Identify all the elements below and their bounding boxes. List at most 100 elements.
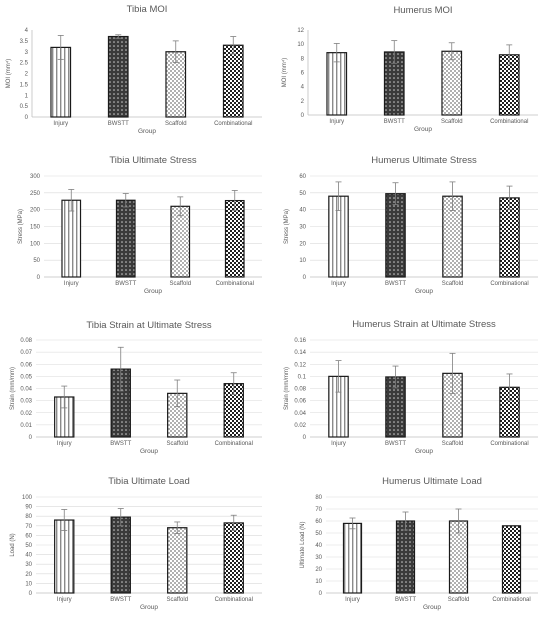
y-tick-label: 70	[25, 524, 32, 530]
chart-title: Tibia Ultimate Load	[108, 476, 190, 487]
y-tick-label: 10	[297, 42, 304, 48]
bar-scaffold	[170, 205, 191, 278]
y-tick-label: 70	[315, 507, 322, 513]
chart-title: Tibia MOI	[127, 4, 168, 15]
error-bar	[449, 181, 456, 211]
y-tick-label: 6	[301, 71, 305, 77]
x-tick-label: BWSTT	[115, 281, 136, 287]
y-tick-label: 100	[22, 495, 33, 501]
error-bar	[61, 509, 68, 531]
x-tick-label: Combinational	[216, 281, 254, 287]
y-tick-label: 50	[25, 543, 32, 549]
error-bar	[230, 372, 237, 395]
y-tick-label: 30	[25, 562, 32, 568]
error-bar	[174, 379, 181, 408]
x-tick-label: Combinational	[490, 441, 528, 447]
error-bar	[349, 517, 356, 530]
y-tick-label: 2.5	[20, 61, 29, 67]
x-tick-label: Combinational	[215, 441, 253, 447]
x-axis-label: Group	[415, 448, 433, 455]
y-tick-label: 20	[25, 572, 32, 578]
y-tick-label: 0.02	[294, 423, 306, 429]
x-tick-label: BWSTT	[385, 441, 406, 447]
y-tick-label: 50	[299, 191, 306, 197]
chart-title: Humerus Ultimate Stress	[371, 155, 477, 166]
x-tick-label: Injury	[329, 119, 344, 125]
x-tick-label: Combinational	[214, 121, 252, 127]
chart-title: Tibia Ultimate Stress	[109, 155, 197, 166]
y-tick-label: 0	[303, 275, 307, 281]
x-tick-label: BWSTT	[110, 441, 131, 447]
y-tick-label: 150	[30, 225, 41, 231]
error-bar	[177, 196, 184, 217]
x-axis-label: Group	[140, 604, 158, 611]
y-tick-label: 2	[25, 72, 29, 78]
y-axis-label: MOI (mm⁴)	[281, 58, 288, 88]
y-tick-label: 0.04	[294, 411, 306, 417]
bar-bwstt	[107, 35, 129, 118]
y-tick-label: 90	[25, 505, 32, 511]
error-bar	[506, 185, 513, 211]
y-tick-label: 0.06	[294, 399, 306, 405]
chart-panel-6: Humerus Strain at Ultimate Stress 0 0.02 0.…	[284, 319, 538, 455]
error-bar	[230, 514, 237, 531]
y-tick-label: 20	[299, 241, 306, 247]
y-axis-label: Stress (MPa)	[284, 209, 290, 244]
error-bar	[335, 360, 342, 393]
y-tick-label: 0	[303, 435, 307, 441]
y-tick-label: 0.05	[20, 374, 32, 380]
y-tick-label: 0.16	[294, 338, 306, 344]
y-tick-label: 1.5	[20, 82, 29, 88]
x-tick-label: Scaffold	[169, 281, 191, 287]
bar-bwstt	[385, 193, 406, 278]
y-tick-label: 30	[315, 555, 322, 561]
error-bar	[230, 36, 237, 55]
y-tick-label: 0	[301, 113, 305, 119]
error-bar	[122, 193, 129, 208]
y-tick-label: 0.02	[20, 411, 32, 417]
x-tick-label: Scaffold	[448, 597, 470, 603]
x-tick-label: Combinational	[490, 281, 528, 287]
x-tick-label: Scaffold	[441, 119, 463, 125]
x-tick-label: BWSTT	[395, 597, 416, 603]
x-tick-label: Scaffold	[166, 597, 188, 603]
y-tick-label: 0.14	[294, 350, 306, 356]
y-tick-label: 0.01	[20, 423, 32, 429]
bar-injury	[61, 199, 82, 278]
x-tick-label: Scaffold	[442, 281, 464, 287]
bar-bwstt	[115, 199, 136, 278]
y-tick-label: 250	[30, 191, 41, 197]
y-tick-label: 80	[315, 495, 322, 501]
chart-title: Tibia Strain at Ultimate Stress	[86, 320, 212, 331]
error-bar	[506, 373, 513, 402]
chart-panel-5: Tibia Strain at Ultimate Stress 0 0.01 0.02…	[10, 320, 262, 455]
error-bar	[392, 182, 399, 206]
error-bar	[117, 346, 124, 392]
x-axis-label: Group	[414, 126, 432, 133]
y-tick-label: 10	[299, 258, 306, 264]
chart-panel-4: Humerus Ultimate Stress 0 10 20 30 40 50 60 Stre…	[284, 155, 538, 295]
y-tick-label: 60	[25, 533, 32, 539]
x-tick-label: Injury	[64, 281, 79, 287]
y-tick-label: 0.07	[20, 350, 32, 356]
bar-combinational	[222, 44, 244, 118]
y-axis-label: MOI (mm⁴)	[5, 59, 12, 89]
x-axis-label: Group	[138, 128, 156, 135]
y-tick-label: 1	[25, 93, 29, 99]
bar-combinational	[224, 199, 245, 278]
y-tick-label: 12	[297, 28, 304, 34]
x-tick-label: BWSTT	[108, 121, 129, 127]
y-tick-label: 20	[315, 567, 322, 573]
y-tick-label: 4	[301, 85, 305, 91]
y-tick-label: 3.5	[20, 39, 29, 45]
y-tick-label: 0	[29, 435, 33, 441]
y-tick-label: 0.1	[298, 374, 307, 380]
y-tick-label: 100	[30, 241, 41, 247]
y-tick-label: 4	[25, 28, 29, 34]
bar-combinational	[501, 525, 522, 594]
y-tick-label: 3	[25, 50, 29, 56]
y-tick-label: 200	[30, 208, 41, 214]
y-tick-label: 0.08	[294, 387, 306, 393]
y-axis-label: Strain (mm/mm)	[284, 367, 290, 410]
y-tick-label: 40	[25, 553, 32, 559]
